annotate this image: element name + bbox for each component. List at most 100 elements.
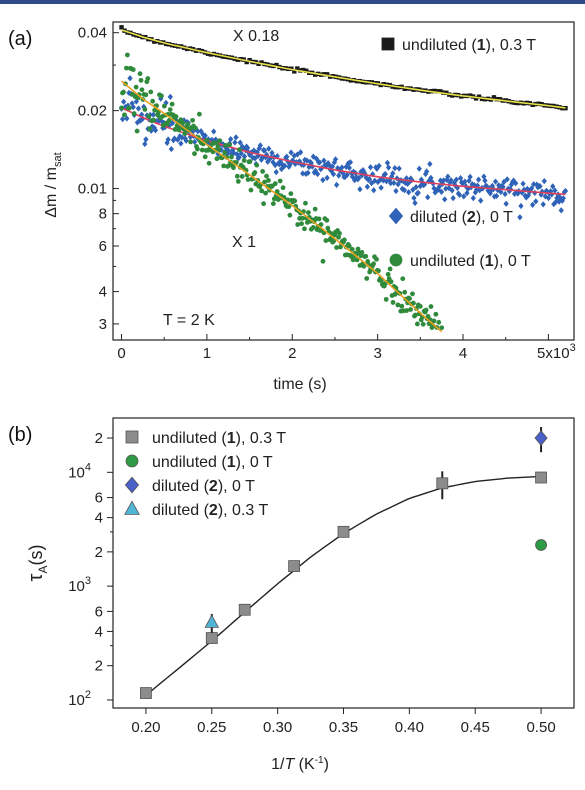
data-point (476, 94, 482, 99)
data-point (399, 303, 405, 309)
data-point (324, 72, 330, 77)
data-point (266, 178, 271, 183)
data-point (150, 111, 156, 118)
data-point (385, 271, 391, 277)
data-point (124, 52, 130, 58)
data-point (244, 144, 251, 152)
data-point (355, 246, 361, 252)
data-point (205, 51, 211, 56)
data-point (385, 164, 392, 171)
data-point (433, 311, 439, 317)
data-point (503, 200, 509, 207)
fit-line (120, 80, 443, 333)
data-point (536, 101, 541, 106)
data-point (270, 201, 276, 207)
data-point (241, 153, 248, 160)
data-point (518, 202, 524, 210)
data-point (239, 174, 245, 179)
legend-label-part: 2 (467, 209, 476, 226)
data-point (436, 477, 449, 490)
data-point (288, 191, 294, 197)
data-point (321, 157, 327, 164)
data-point (332, 156, 339, 163)
data-point (383, 178, 390, 185)
data-point (339, 164, 345, 171)
panel-b-ytick-label: 2 (95, 658, 103, 675)
data-point (288, 560, 301, 572)
data-point (135, 105, 142, 112)
data-point (152, 39, 157, 44)
data-point (436, 183, 443, 190)
legend-label: undiluted (1), 0.3 T (152, 430, 286, 447)
data-point (372, 177, 378, 184)
data-point (229, 154, 234, 160)
data-point (367, 164, 374, 171)
data-point (119, 116, 126, 123)
data-point (261, 201, 267, 207)
panel-b-marks: 0.20 0.25 0.30 0.35 0.40 0.45 0.50102246103246… (68, 427, 556, 736)
data-point (331, 238, 337, 244)
data-point (439, 325, 445, 331)
data-point (161, 103, 167, 109)
data-point (412, 199, 418, 207)
panel-a-ytick-label: 6 (99, 238, 107, 255)
data-point (467, 93, 473, 98)
panel-b-xtick-label: 0.20 (131, 719, 160, 736)
data-point (223, 143, 229, 148)
legend-label-part: undiluted ( (410, 253, 485, 270)
data-point (198, 128, 204, 135)
legend-label-part: 1 (477, 37, 486, 54)
data-point (225, 147, 232, 155)
data-point (238, 150, 244, 157)
data-point (140, 687, 152, 699)
annotation-temperature: T = 2 K (163, 312, 215, 329)
data-point (388, 279, 394, 285)
series-diluted-2-0-t (534, 427, 548, 453)
panel-a-xtick-label: 2 (288, 345, 296, 362)
data-point (556, 198, 562, 205)
panel-a-xtick-label: 1 (203, 345, 211, 362)
legend-entry-undiluted-1-0-3-t: undiluted (1), 0.3 T (125, 430, 286, 447)
data-point (148, 89, 154, 95)
annotation-x018: X 0.18 (233, 28, 279, 45)
data-point (141, 103, 147, 110)
data-point (227, 142, 232, 148)
data-point (512, 100, 518, 105)
data-point (453, 176, 459, 183)
data-point (371, 187, 377, 194)
panel-b-xlabel-sup: -1 (315, 755, 324, 766)
data-point (425, 194, 431, 201)
data-point (130, 67, 136, 72)
data-point (497, 97, 503, 102)
data-point (317, 159, 323, 166)
panel-a-xtick-label: 5x103 (537, 342, 576, 362)
data-point (461, 193, 467, 200)
data-point (550, 183, 556, 190)
series-undiluted-1-0-t (119, 52, 445, 333)
data-point (535, 539, 547, 551)
panel-b-ytick-label: 102 (68, 689, 91, 709)
legend-marker (389, 253, 403, 267)
data-point (287, 161, 293, 168)
data-point (432, 88, 437, 94)
legend-marker (388, 207, 404, 225)
data-point (359, 250, 365, 255)
panel-b-xtick-label: 0.50 (526, 719, 555, 736)
data-point (535, 471, 547, 484)
panel-a-xtick-label: 4 (459, 345, 467, 362)
data-point (402, 289, 408, 295)
data-point (228, 136, 234, 143)
data-point (221, 163, 227, 169)
data-point (214, 156, 220, 162)
data-point (121, 89, 126, 95)
data-point (519, 189, 525, 196)
data-point (444, 90, 449, 96)
data-point (305, 210, 311, 215)
data-point (402, 86, 407, 92)
panel-a-xlabel: time (s) (273, 376, 326, 393)
panel-b-xlabel: 1/T (K-1) (271, 755, 329, 773)
data-point (173, 114, 179, 120)
panel-b-ytick-label: 103 (68, 575, 91, 595)
data-point (388, 180, 394, 187)
data-point (378, 184, 384, 191)
